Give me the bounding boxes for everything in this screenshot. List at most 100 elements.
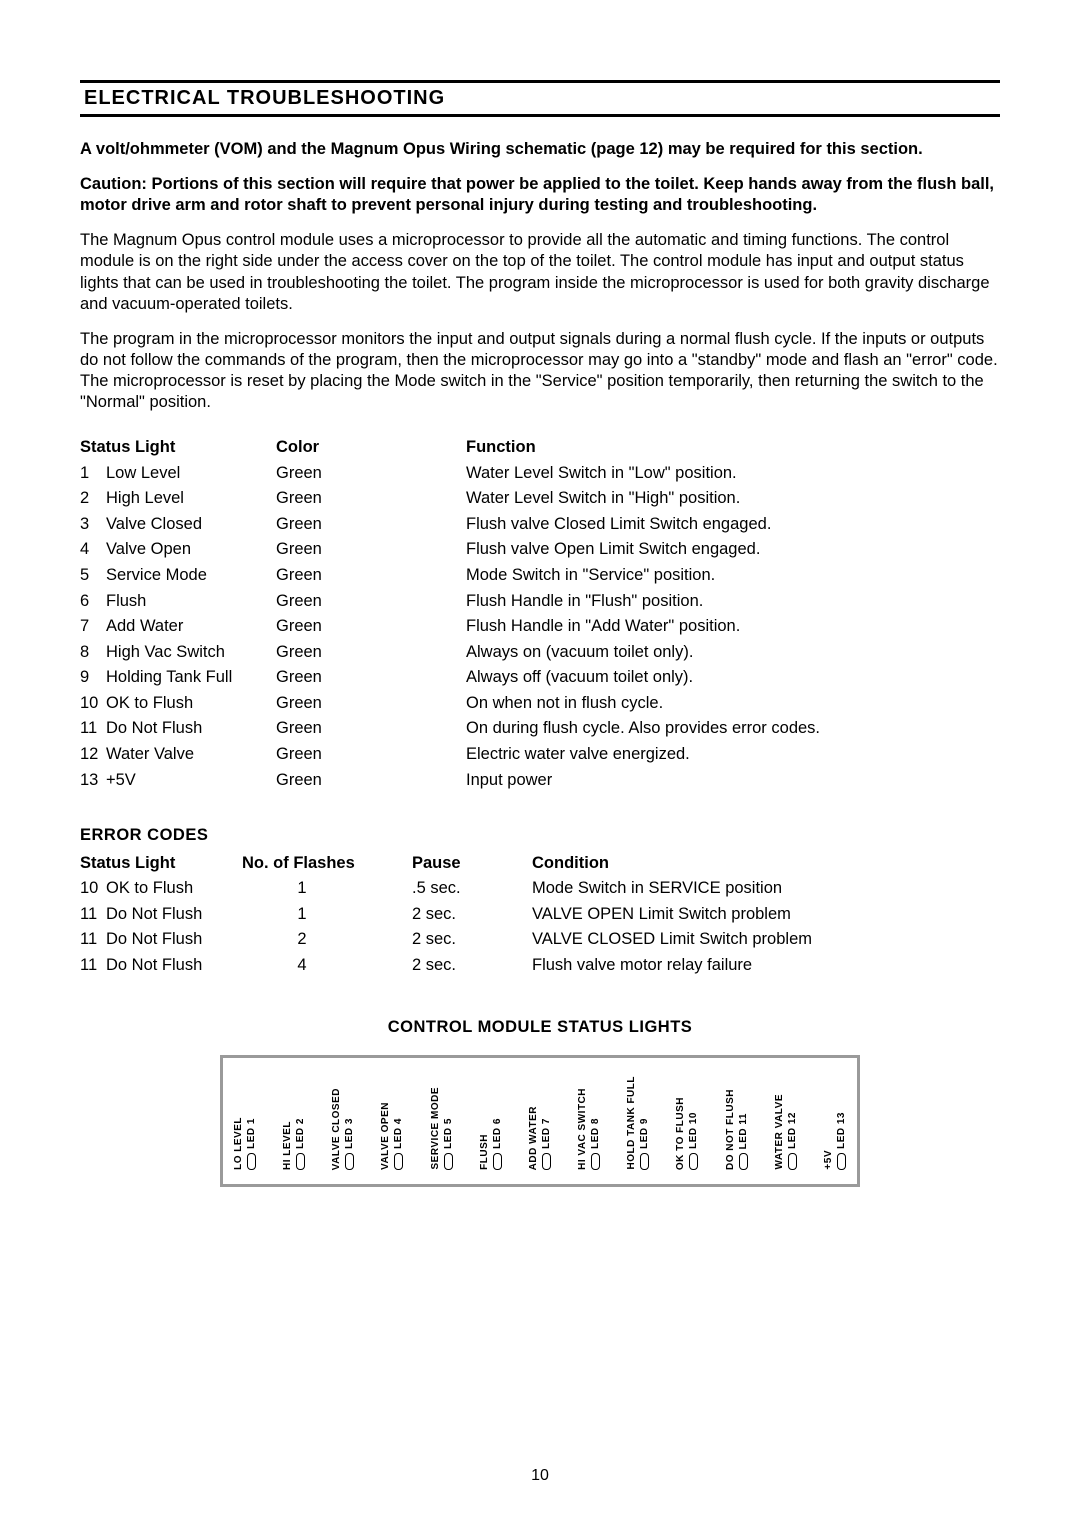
- led-label: VALVE OPEN: [380, 1102, 391, 1170]
- cell-color: Green: [276, 614, 466, 640]
- led-number: LED 5: [443, 1118, 454, 1149]
- cell-num: 9: [80, 665, 106, 691]
- led-number: LED 1: [246, 1118, 257, 1149]
- cell-num: 6: [80, 589, 106, 615]
- led-number: LED 8: [590, 1118, 601, 1149]
- paragraph-1: The Magnum Opus control module uses a mi…: [80, 230, 1000, 314]
- cell-name: High Level: [106, 486, 276, 512]
- cell-name: +5V: [106, 768, 276, 794]
- led-label: ADD WATER: [528, 1106, 539, 1170]
- led-number: LED 10: [688, 1112, 699, 1149]
- table-row: 2High LevelGreenWater Level Switch in "H…: [80, 486, 1000, 512]
- cell-condition: VALVE OPEN Limit Switch problem: [532, 902, 1000, 928]
- cell-num: 10: [80, 876, 106, 902]
- cell-pause: 2 sec.: [412, 902, 532, 928]
- cell-color: Green: [276, 665, 466, 691]
- cell-color: Green: [276, 716, 466, 742]
- led-col: LED 5: [443, 1118, 454, 1170]
- cell-name: Do Not Flush: [106, 927, 242, 953]
- led-col: LED 1: [246, 1118, 257, 1170]
- led-number: LED 7: [541, 1118, 552, 1149]
- table-row: 11Do Not FlushGreenOn during flush cycle…: [80, 716, 1000, 742]
- led-icon: [837, 1153, 846, 1170]
- cell-pause: .5 sec.: [412, 876, 532, 902]
- cell-num: 10: [80, 691, 106, 717]
- led-unit: LO LEVELLED 1: [233, 1117, 257, 1170]
- table-row: 9Holding Tank FullGreenAlways off (vacuu…: [80, 665, 1000, 691]
- cell-function: On when not in flush cycle.: [466, 691, 1000, 717]
- table-row: 1Low LevelGreenWater Level Switch in "Lo…: [80, 461, 1000, 487]
- cell-color: Green: [276, 537, 466, 563]
- cell-flashes: 4: [242, 953, 412, 979]
- cell-name: Low Level: [106, 461, 276, 487]
- cell-color: Green: [276, 640, 466, 666]
- cell-color: Green: [276, 486, 466, 512]
- led-col: LED 8: [590, 1118, 601, 1170]
- led-col: LED 2: [295, 1118, 306, 1170]
- led-icon: [542, 1153, 551, 1170]
- paragraph-2: The program in the microprocessor monito…: [80, 329, 1000, 413]
- cell-num: 12: [80, 742, 106, 768]
- cell-color: Green: [276, 563, 466, 589]
- led-label: FLUSH: [479, 1134, 490, 1170]
- led-number: LED 9: [639, 1118, 650, 1149]
- led-col: LED 9: [639, 1118, 650, 1170]
- cell-num: 7: [80, 614, 106, 640]
- cell-function: On during flush cycle. Also provides err…: [466, 716, 1000, 742]
- led-unit: OK TO FLUSHLED 10: [675, 1097, 699, 1170]
- led-unit: +5VLED 13: [823, 1112, 847, 1170]
- led-unit: HI VAC SWITCHLED 8: [577, 1088, 601, 1170]
- table-row: 4Valve OpenGreenFlush valve Open Limit S…: [80, 537, 1000, 563]
- led-label: HI LEVEL: [282, 1121, 293, 1170]
- led-label: VALVE CLOSED: [331, 1088, 342, 1170]
- cell-color: Green: [276, 589, 466, 615]
- led-unit: VALVE CLOSEDLED 3: [331, 1088, 355, 1170]
- cell-num: 13: [80, 768, 106, 794]
- led-label: +5V: [823, 1150, 834, 1170]
- cell-function: Always off (vacuum toilet only).: [466, 665, 1000, 691]
- led-label: OK TO FLUSH: [675, 1097, 686, 1170]
- cell-pause: 2 sec.: [412, 953, 532, 979]
- cell-flashes: 1: [242, 902, 412, 928]
- document-page: ELECTRICAL TROUBLESHOOTING A volt/ohmmet…: [0, 0, 1080, 1525]
- led-col: LED 10: [688, 1112, 699, 1170]
- cell-condition: Flush valve motor relay failure: [532, 953, 1000, 979]
- col-condition: Condition: [532, 851, 1000, 877]
- section-title: ELECTRICAL TROUBLESHOOTING: [80, 85, 1000, 117]
- cell-name: Do Not Flush: [106, 902, 242, 928]
- led-icon: [296, 1153, 305, 1170]
- led-col: LED 13: [836, 1112, 847, 1170]
- status-light-table: Status Light Color Function 1Low LevelGr…: [80, 435, 1000, 793]
- cell-num: 3: [80, 512, 106, 538]
- intro-note: A volt/ohmmeter (VOM) and the Magnum Opu…: [80, 139, 1000, 160]
- table-row: 13+5VGreenInput power: [80, 768, 1000, 794]
- led-icon: [247, 1153, 256, 1170]
- cell-name: Valve Closed: [106, 512, 276, 538]
- led-icon: [739, 1153, 748, 1170]
- diagram-title: CONTROL MODULE STATUS LIGHTS: [80, 1018, 1000, 1037]
- cell-function: Flush Handle in "Flush" position.: [466, 589, 1000, 615]
- led-unit: WATER VALVELED 12: [774, 1094, 798, 1170]
- cell-name: Do Not Flush: [106, 716, 276, 742]
- table-row: 10OK to FlushGreenOn when not in flush c…: [80, 691, 1000, 717]
- led-number: LED 11: [738, 1113, 749, 1149]
- cell-function: Flush valve Closed Limit Switch engaged.: [466, 512, 1000, 538]
- led-unit: FLUSHLED 6: [479, 1118, 503, 1170]
- led-col: LED 7: [541, 1118, 552, 1170]
- error-codes-section: ERROR CODES Status Light No. of Flashes …: [80, 823, 1000, 978]
- col-status-light: Status Light: [80, 851, 242, 877]
- led-number: LED 12: [787, 1112, 798, 1149]
- cell-flashes: 2: [242, 927, 412, 953]
- led-label: WATER VALVE: [774, 1094, 785, 1170]
- led-label: DO NOT FLUSH: [725, 1089, 736, 1170]
- cell-color: Green: [276, 461, 466, 487]
- cell-num: 4: [80, 537, 106, 563]
- col-function: Function: [466, 435, 1000, 461]
- led-number: LED 13: [836, 1112, 847, 1149]
- led-icon: [689, 1153, 698, 1170]
- cell-name: Valve Open: [106, 537, 276, 563]
- cell-num: 2: [80, 486, 106, 512]
- cell-flashes: 1: [242, 876, 412, 902]
- cell-color: Green: [276, 742, 466, 768]
- cell-function: Water Level Switch in "High" position.: [466, 486, 1000, 512]
